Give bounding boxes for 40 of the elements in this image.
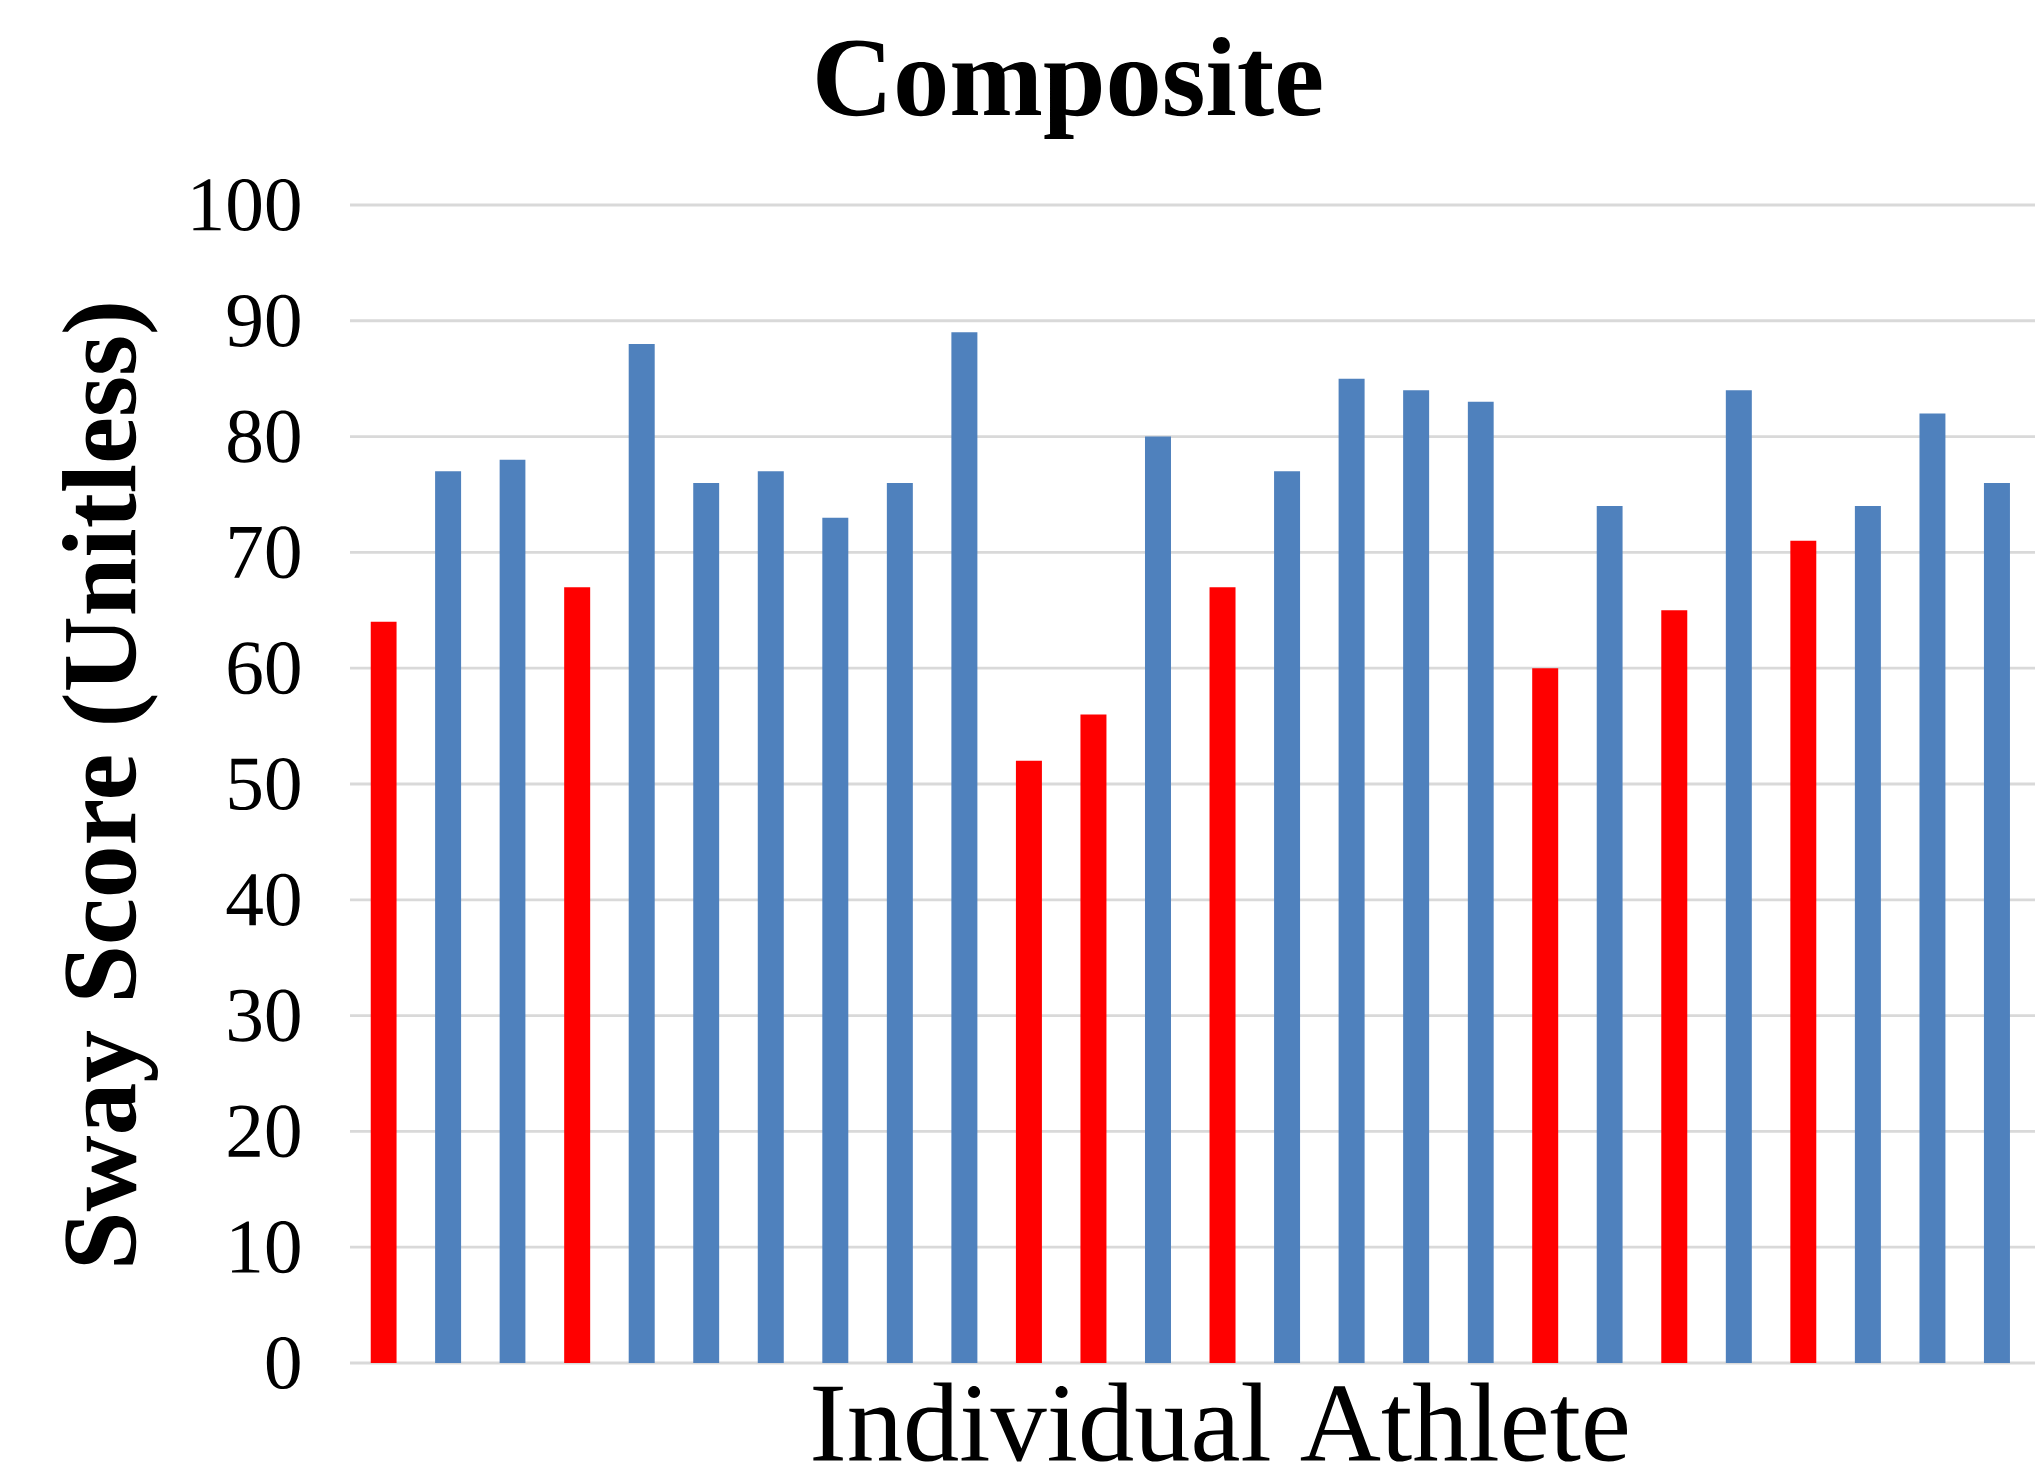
bar <box>886 482 913 1363</box>
y-axis-title: Sway Score (Unitless) <box>62 304 158 1265</box>
bar <box>1661 610 1688 1363</box>
y-tick-label: 10 <box>232 1221 300 1274</box>
bar <box>1015 760 1042 1363</box>
y-tick-label: 60 <box>228 642 300 695</box>
y-tick-label: 100 <box>193 178 300 232</box>
y-tick-label: 70 <box>230 526 300 579</box>
bar <box>1983 482 2010 1363</box>
bar <box>1209 587 1236 1363</box>
chart-title: Composite <box>817 37 1322 139</box>
y-tick-label: 50 <box>229 757 300 811</box>
bar <box>1403 390 1430 1363</box>
bar <box>757 471 784 1363</box>
bar <box>1274 471 1301 1363</box>
bar <box>693 482 720 1363</box>
bar <box>1919 413 1946 1363</box>
y-tick-label: 30 <box>228 989 300 1042</box>
y-tick-label: 90 <box>227 294 300 347</box>
y-tick-label: 0 <box>266 1336 300 1390</box>
bar <box>822 517 849 1363</box>
bar <box>951 332 978 1363</box>
x-axis-title: Individual Athlete <box>813 1382 1627 1462</box>
bar <box>1467 401 1494 1363</box>
bar <box>1532 668 1559 1363</box>
y-tick-label: 20 <box>228 1105 300 1158</box>
bar <box>499 459 526 1363</box>
bar <box>1144 436 1171 1363</box>
bar <box>1790 540 1817 1363</box>
y-tick-label: 80 <box>228 410 300 463</box>
bar <box>564 587 591 1363</box>
bar <box>628 343 655 1363</box>
bar <box>1338 378 1365 1363</box>
bar <box>1725 390 1752 1363</box>
bar <box>1596 506 1623 1363</box>
bar <box>1854 506 1881 1363</box>
y-tick-label: 40 <box>226 873 300 926</box>
bar <box>435 471 462 1363</box>
bar <box>370 621 397 1363</box>
bar <box>1080 714 1107 1363</box>
